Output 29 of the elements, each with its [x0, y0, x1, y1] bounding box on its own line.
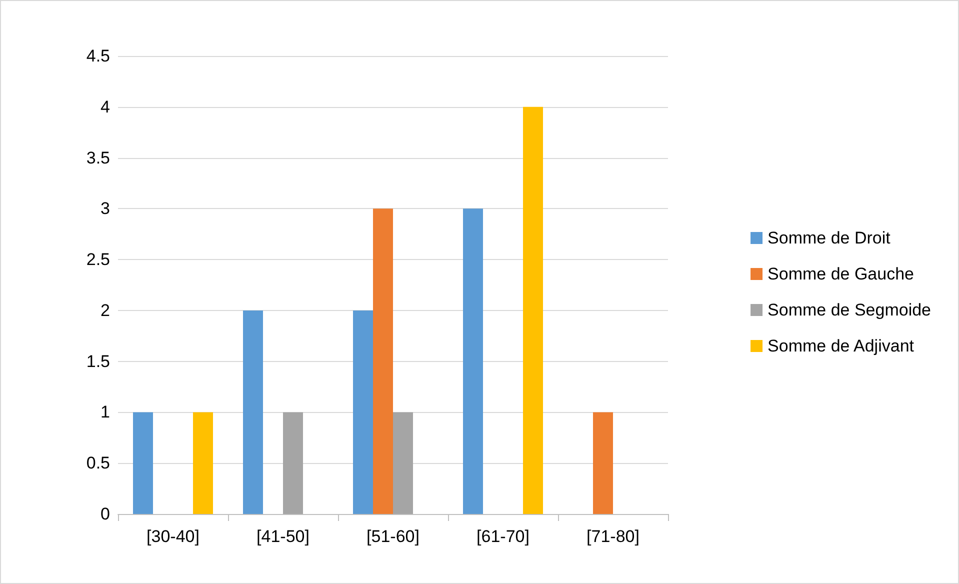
bar — [243, 310, 263, 514]
x-tick-label: [51-60] — [366, 527, 420, 546]
bar — [193, 412, 213, 514]
bar — [373, 208, 393, 514]
x-tick-label: [41-50] — [256, 527, 310, 546]
bar — [463, 208, 483, 514]
y-tick-label: 3.5 — [86, 148, 110, 168]
x-tick-label: [30-40] — [146, 527, 200, 546]
y-tick-label: 0.5 — [86, 454, 110, 473]
x-tick-label: [71-80] — [586, 527, 640, 546]
legend-label: Somme de Adjivant — [768, 336, 914, 356]
y-tick-label: 2 — [100, 300, 110, 320]
legend-label: Somme de Gauche — [768, 264, 914, 284]
y-tick-label: 3 — [100, 199, 110, 218]
y-tick-label: 4.5 — [86, 46, 110, 66]
bar — [393, 412, 413, 514]
x-tick-label: [61-70] — [476, 527, 530, 546]
bar — [523, 106, 543, 514]
y-tick-label: 1 — [100, 402, 110, 422]
legend-label: Somme de Droit — [768, 228, 891, 248]
y-tick-label: 4 — [100, 97, 110, 116]
bar — [283, 412, 303, 514]
y-tick-label: 2.5 — [86, 250, 110, 270]
legend-label: Somme de Segmoide — [768, 300, 932, 320]
bar — [133, 412, 153, 514]
y-tick-label: 0 — [100, 504, 110, 524]
y-tick-label: 1.5 — [86, 352, 110, 371]
bar — [353, 310, 373, 514]
bar — [593, 412, 613, 514]
